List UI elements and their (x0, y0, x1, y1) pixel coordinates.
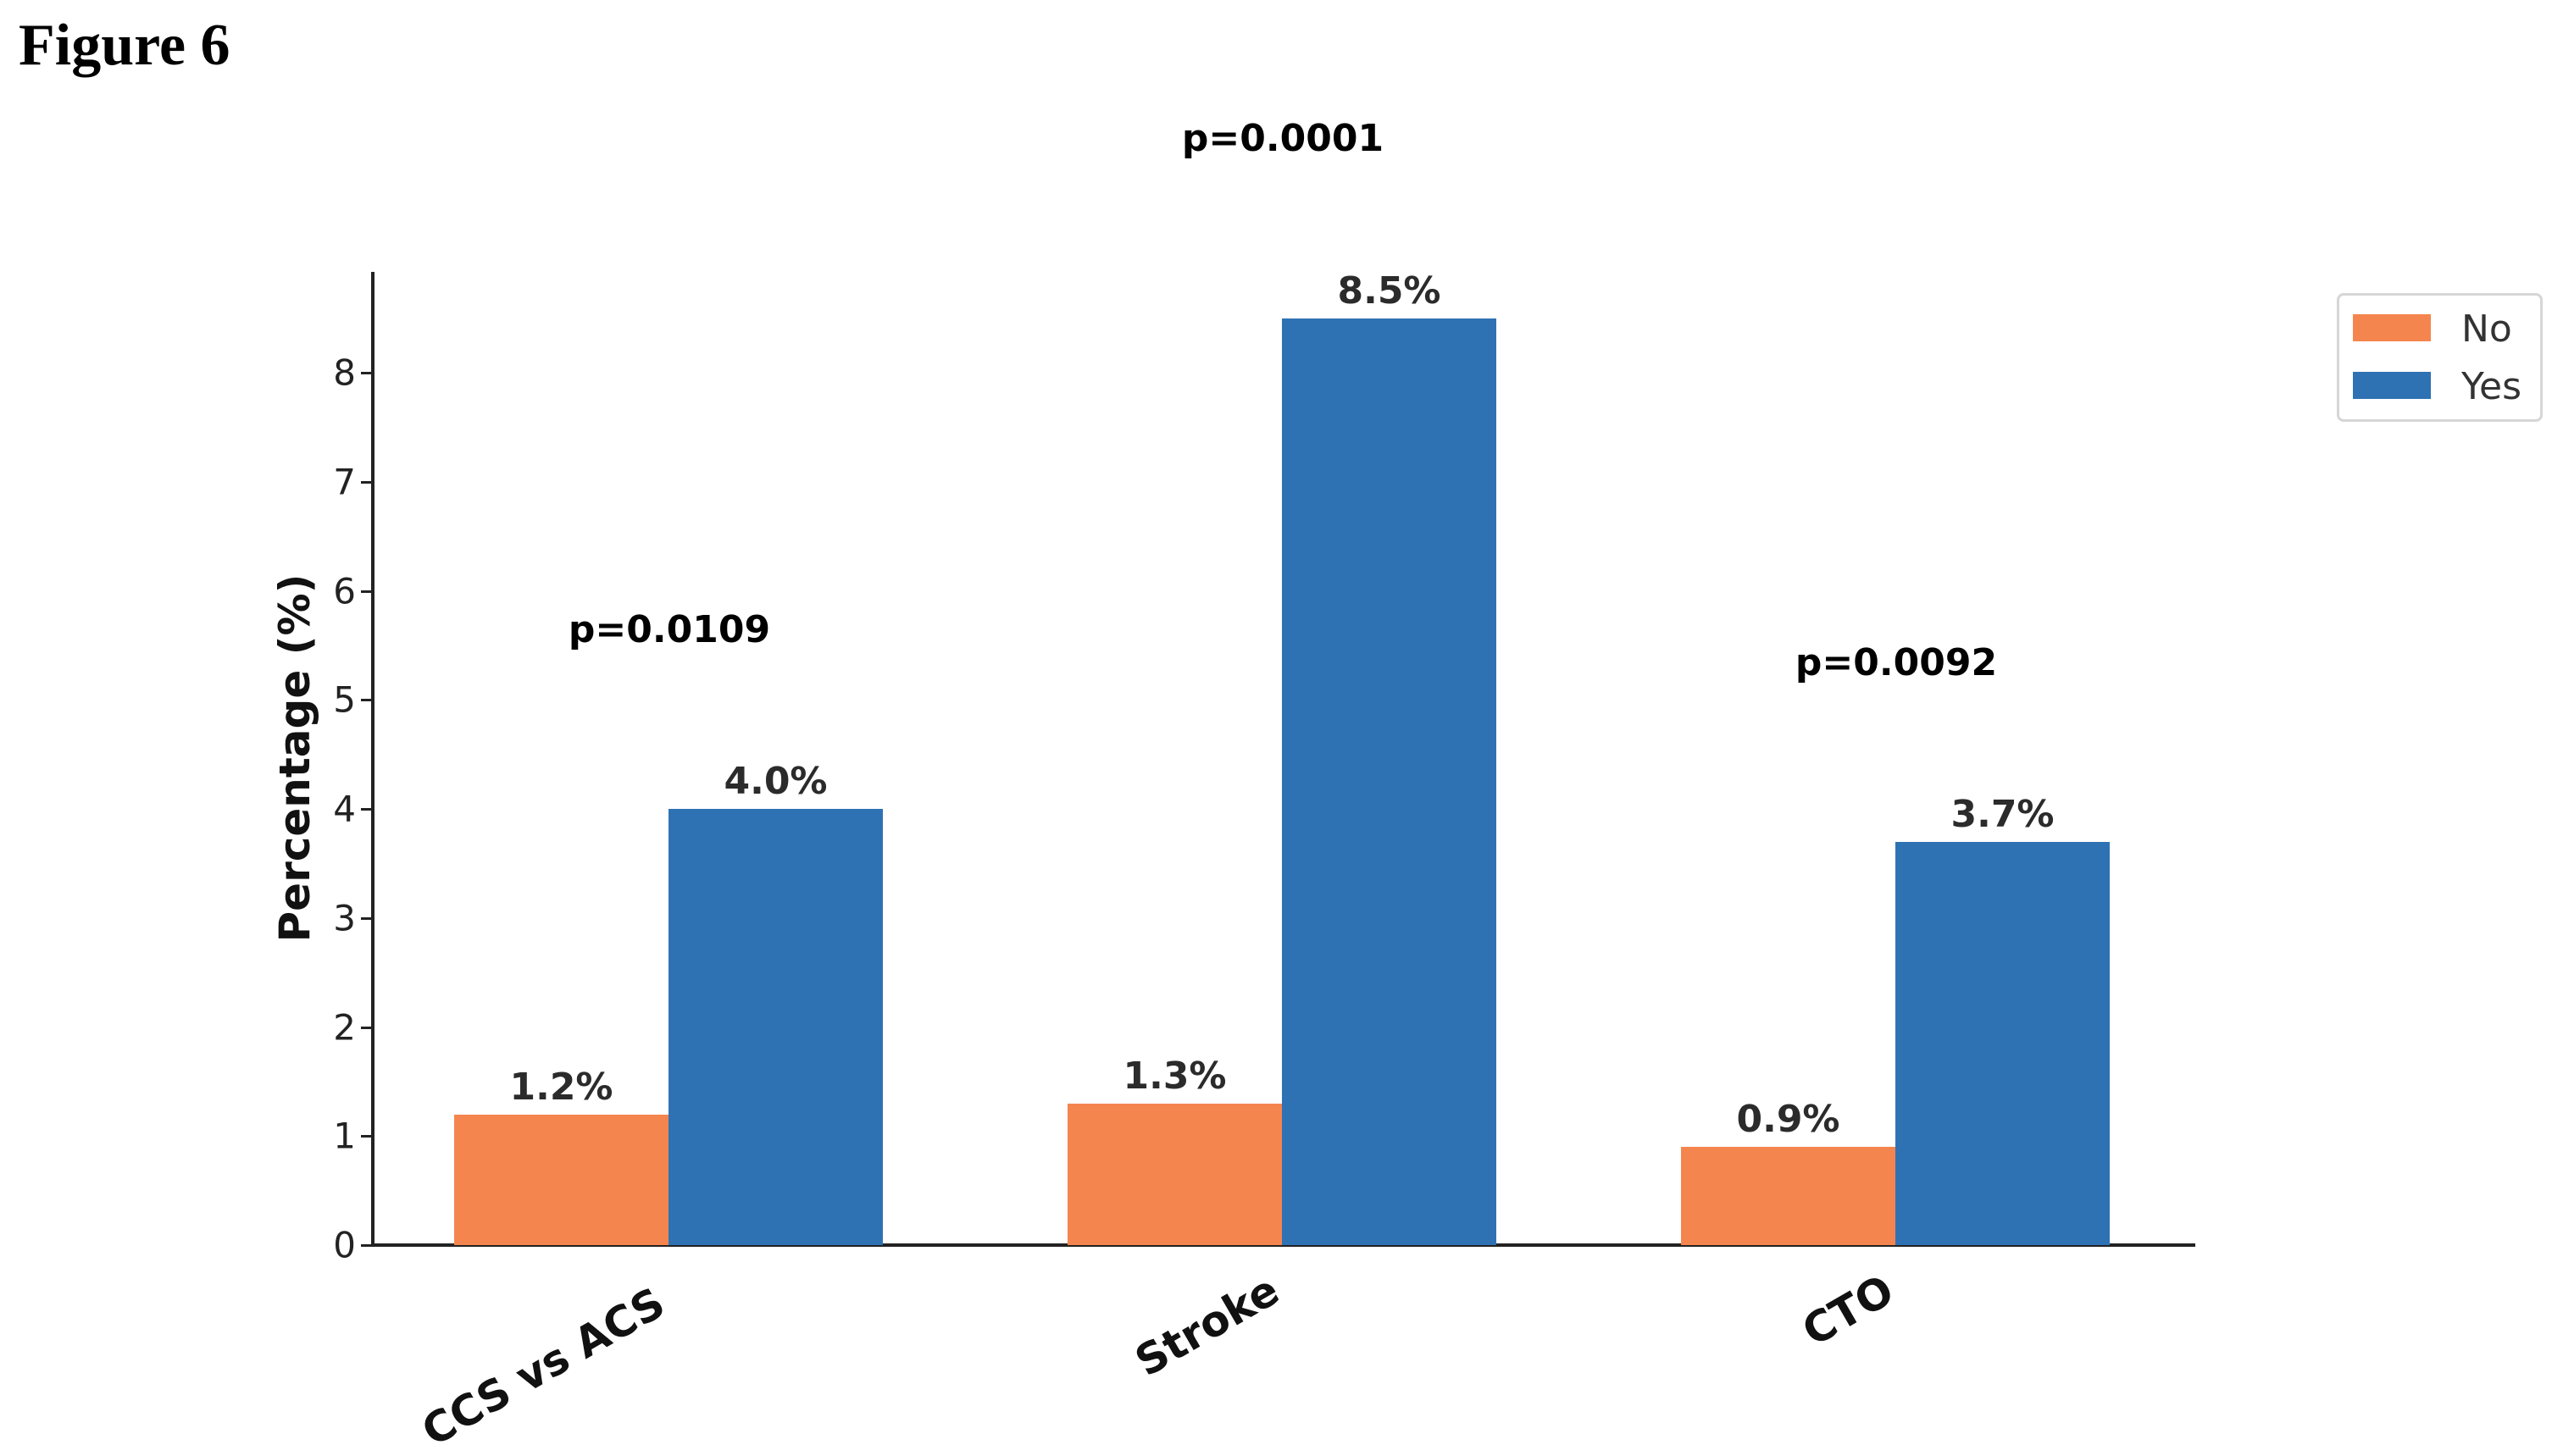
y-tick-label: 5 (333, 678, 356, 721)
legend-swatch-yes (2353, 372, 2431, 399)
x-tick-label: Stroke (1127, 1265, 1288, 1387)
p-value-label: p=0.0001 (1181, 117, 1384, 160)
bar-yes (1895, 841, 2110, 1245)
legend-label-no: No (2461, 307, 2512, 351)
bar-value-label: 0.9% (1736, 1098, 1840, 1142)
bar-no (1068, 1103, 1282, 1245)
y-axis-label: Percentage (%) (270, 573, 319, 943)
y-tick-mark (361, 916, 373, 920)
y-axis-line (371, 272, 374, 1247)
x-tick-label: CCS vs ACS (413, 1277, 674, 1456)
bar-no (454, 1114, 669, 1245)
y-tick-mark (361, 1026, 373, 1029)
bar-yes (669, 809, 883, 1245)
y-tick-label: 0 (333, 1224, 356, 1266)
y-tick-label: 7 (333, 461, 356, 503)
y-tick-mark (361, 1244, 373, 1247)
y-tick-label: 8 (333, 352, 356, 394)
y-tick-mark (361, 590, 373, 593)
figure-title: Figure 6 (19, 13, 230, 78)
y-tick-mark (361, 480, 373, 484)
x-axis-line (371, 1243, 2195, 1247)
bar-value-label: 1.2% (509, 1065, 613, 1109)
y-tick-mark (361, 372, 373, 374)
bar-value-label: 4.0% (724, 760, 828, 803)
y-tick-label: 1 (333, 1115, 356, 1157)
y-tick-mark (361, 1135, 373, 1138)
y-tick-mark (361, 808, 373, 811)
legend-label-yes: Yes (2461, 365, 2522, 408)
y-tick-mark (361, 699, 373, 702)
y-tick-label: 2 (333, 1006, 356, 1048)
bar-value-label: 1.3% (1123, 1054, 1227, 1098)
bar-yes (1282, 318, 1496, 1245)
y-tick-label: 3 (333, 897, 356, 939)
legend: No Yes (2337, 293, 2543, 422)
bar-value-label: 8.5% (1337, 269, 1441, 313)
legend-swatch-no (2353, 314, 2431, 341)
bar-value-label: 3.7% (1950, 792, 2055, 836)
y-tick-label: 4 (333, 788, 356, 830)
bar-no (1681, 1147, 1895, 1245)
y-tick-label: 6 (333, 570, 356, 612)
p-value-label: p=0.0109 (568, 608, 771, 651)
p-value-label: p=0.0092 (1795, 641, 1998, 684)
x-tick-label: CTO (1794, 1265, 1902, 1356)
